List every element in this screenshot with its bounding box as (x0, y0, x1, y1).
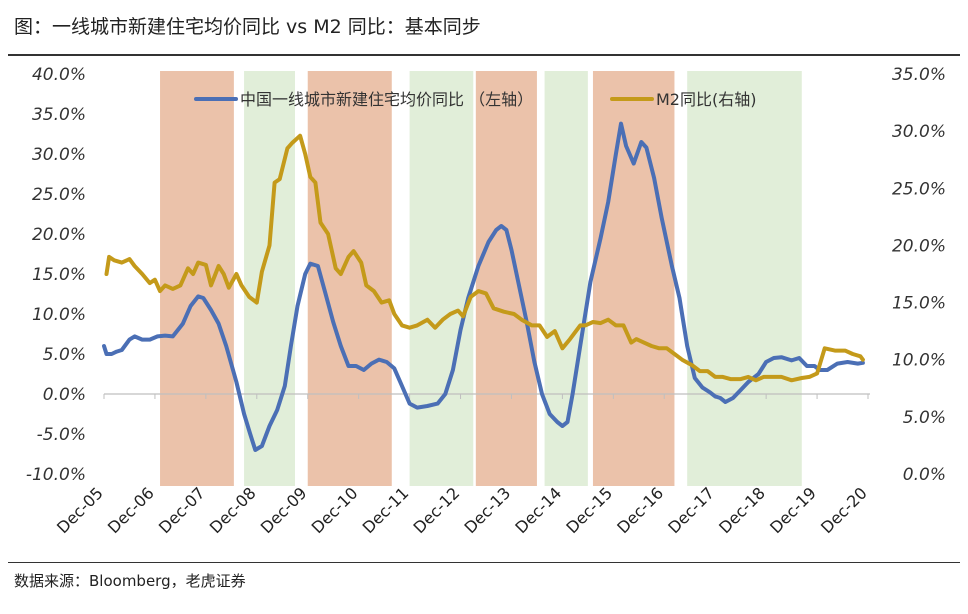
x-tick-label: Dec-17 (664, 483, 718, 537)
shaded-period-8 (687, 71, 802, 486)
series-line-2 (104, 133, 865, 383)
chart-title: 图：一线城市新建住宅均价同比 vs M2 同比：基本同步 (14, 16, 481, 38)
y-right-tick-label: 5.0% (903, 408, 946, 428)
shaded-periods (160, 71, 802, 486)
x-tick-label: Dec-10 (308, 483, 362, 537)
y-right-tick-label: 15.0% (892, 294, 946, 314)
y-right-tick-label: 25.0% (892, 179, 946, 199)
y-left-tick-label: 35.0% (32, 105, 86, 125)
x-tick-label: Dec-13 (460, 483, 514, 537)
x-tick-label: Dec-12 (410, 483, 464, 537)
shaded-period-4 (409, 71, 474, 486)
y-right-tick-label: 0.0% (903, 465, 946, 485)
series-line-1 (102, 121, 865, 452)
legend-label-2: M2同比(右轴) (656, 90, 756, 109)
y-right-tick-label: 35.0% (892, 65, 946, 85)
y-left-tick-label: 0.0% (43, 385, 86, 405)
legend-label-1: 中国一线城市新建住宅均价同比 （左轴） (240, 90, 533, 109)
x-tick-label: Dec-06 (104, 483, 158, 537)
y-left-tick-label: 10.0% (32, 305, 86, 325)
y-left-tick-label: 5.0% (43, 345, 86, 365)
x-tick-label: Dec-05 (53, 483, 107, 537)
x-tick-label: Dec-15 (562, 483, 616, 537)
x-tick-label: Dec-20 (817, 483, 871, 537)
y-left-tick-label: 30.0% (32, 145, 86, 165)
y-left-tick-label: 20.0% (32, 225, 86, 245)
shaded-period-7 (592, 71, 675, 486)
top-rule (8, 54, 960, 56)
x-tick-label: Dec-07 (155, 483, 209, 537)
source-note: 数据来源：Bloomberg，老虎证券 (14, 572, 246, 590)
x-tick-label: Dec-19 (766, 483, 820, 537)
x-tick-label: Dec-16 (613, 483, 667, 537)
series-lines (102, 121, 865, 452)
x-tick-label: Dec-14 (511, 483, 565, 537)
y-right-tick-label: 20.0% (892, 236, 946, 256)
y-left-tick-label: 40.0% (32, 65, 86, 85)
bottom-rule (8, 562, 960, 563)
y-left-tick-label: -10.0% (26, 465, 86, 485)
y-right-tick-label: 30.0% (892, 122, 946, 142)
y-left-tick-label: -5.0% (37, 425, 86, 445)
shaded-period-2 (244, 71, 295, 486)
x-tick-label: Dec-18 (715, 483, 769, 537)
y-left-tick-label: 25.0% (32, 185, 86, 205)
x-tick-label: Dec-11 (359, 483, 413, 537)
y-left-tick-label: 15.0% (32, 265, 86, 285)
shaded-period-5 (475, 71, 537, 486)
x-tick-label: Dec-09 (257, 483, 311, 537)
shaded-period-1 (160, 71, 234, 486)
y-right-tick-label: 10.0% (892, 351, 946, 371)
x-tick-label: Dec-08 (206, 483, 260, 537)
legend: 中国一线城市新建住宅均价同比 （左轴） M2同比(右轴) (194, 90, 756, 109)
